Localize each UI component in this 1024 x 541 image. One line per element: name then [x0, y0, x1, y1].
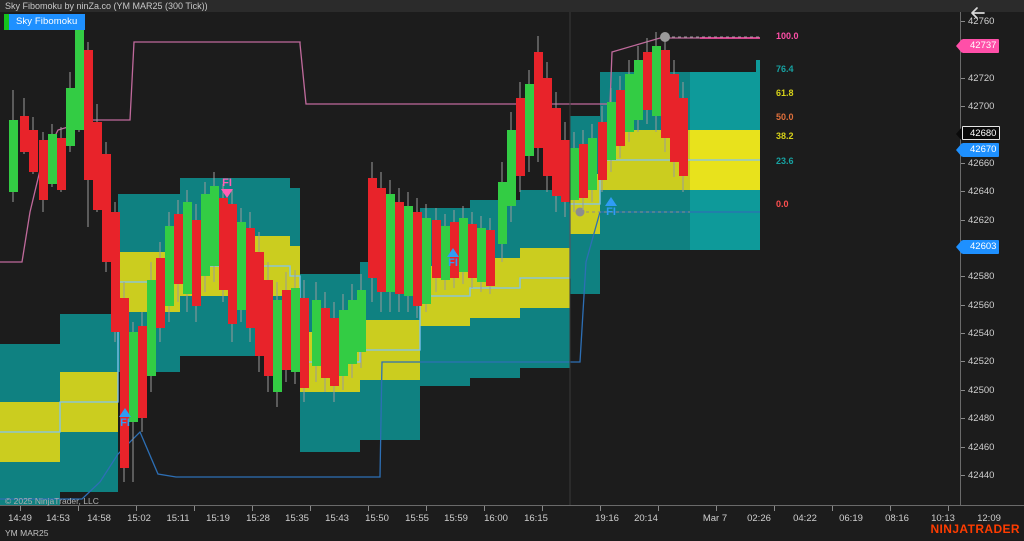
price-tick: 42660	[961, 158, 994, 169]
triangle-up-icon	[119, 408, 131, 417]
indicator-chip-sky-fibomoku[interactable]: Sky Fibomoku	[4, 14, 86, 30]
time-tick-label: 15:55	[405, 513, 429, 524]
fib-line-100-upper	[0, 37, 760, 263]
fib-line-0-lower	[0, 211, 760, 500]
time-axis[interactable]: 14:49 14:53 14:58 15:02 15:11 15:19 15:2…	[0, 505, 1024, 541]
time-tick-label: 14:53	[46, 513, 70, 524]
time-tick-mark	[194, 506, 195, 511]
time-tick-label: 14:58	[87, 513, 111, 524]
time-tick-label: 08:16	[885, 513, 909, 524]
time-tick-mark	[310, 506, 311, 511]
time-tick-mark	[600, 506, 601, 511]
time-tick-mark	[832, 506, 833, 511]
time-tick-mark	[890, 506, 891, 511]
time-tick-mark	[948, 506, 949, 511]
time-tick-mark	[78, 506, 79, 511]
time-tick-label: 15:11	[166, 513, 190, 524]
back-arrow-icon[interactable]	[968, 4, 990, 22]
signal-label: FI	[448, 257, 458, 269]
pivot-swing-low-marker	[575, 207, 585, 217]
signal-marker-long-2: FI	[447, 248, 459, 269]
fib-label-100: 100.0	[776, 31, 799, 41]
time-tick-label: 12:09	[977, 513, 1001, 524]
signal-marker-long-3: FI	[605, 197, 617, 218]
time-tick-label: 14:49	[8, 513, 32, 524]
time-tick-mark	[252, 506, 253, 511]
price-axis[interactable]: 42760 42740 42720 42700 42680 42660 4264…	[955, 12, 1024, 505]
price-tick: 42460	[961, 442, 994, 453]
price-tick: 42440	[961, 470, 994, 481]
time-tick-label: 16:00	[484, 513, 508, 524]
price-tag-swing-low: 42603	[955, 240, 1000, 254]
indicator-accent-bar	[4, 14, 9, 30]
time-tick-label: 15:59	[444, 513, 468, 524]
time-tick-mark	[484, 506, 485, 511]
price-tick: 42560	[961, 300, 994, 311]
time-tick-label: 06:19	[839, 513, 863, 524]
time-tick-label: 04:22	[793, 513, 817, 524]
time-tick-label: 10:13	[931, 513, 955, 524]
price-tick: 42500	[961, 385, 994, 396]
price-tick: 42640	[961, 186, 994, 197]
price-tag-bid: 42670	[955, 143, 1000, 157]
signal-marker-long-1: FI	[119, 408, 131, 429]
fib-label-0-0: 0.0	[776, 199, 789, 209]
time-tick-label: 15:50	[365, 513, 389, 524]
time-tick-label: 02:26	[747, 513, 771, 524]
time-tick-mark	[542, 506, 543, 511]
time-tick-mark	[368, 506, 369, 511]
candlestick-series	[9, 20, 688, 482]
time-tick-mark	[716, 506, 717, 511]
time-tick-label: 15:02	[127, 513, 151, 524]
time-tick-label: 15:28	[246, 513, 270, 524]
window-titlebar: Sky Fibomoku by ninZa.co (YM MAR25 (300 …	[0, 0, 1024, 12]
time-tick-mark	[774, 506, 775, 511]
time-tick-label: 15:19	[206, 513, 230, 524]
time-tick-mark	[658, 506, 659, 511]
price-tick: 42720	[961, 73, 994, 84]
window-title: Sky Fibomoku by ninZa.co (YM MAR25 (300 …	[5, 1, 208, 11]
time-tick-mark	[136, 506, 137, 511]
triangle-up-icon	[447, 248, 459, 257]
chart-canvas	[0, 12, 760, 505]
fib-label-50-0: 50.0	[776, 112, 794, 122]
price-tick: 42480	[961, 413, 994, 424]
price-tick: 42580	[961, 271, 994, 282]
fib-label-38-2: 38.2	[776, 131, 794, 141]
fib-cloud-yellow	[0, 130, 690, 462]
signal-label: FI	[606, 206, 616, 218]
price-tick: 42700	[961, 101, 994, 112]
time-tick-label: 15:43	[325, 513, 349, 524]
chart-plot-area[interactable]: 100.0 76.4 61.8 50.0 38.2 23.6 0.0 FI FI…	[0, 12, 960, 505]
time-tick-label: 16:15	[524, 513, 548, 524]
time-tick-label: 15:35	[285, 513, 309, 524]
fib-label-61-8: 61.8	[776, 88, 794, 98]
fib-projection-teal-lower	[690, 190, 760, 250]
instrument-label: YM MAR25	[5, 528, 49, 538]
price-tick: 42540	[961, 328, 994, 339]
price-tag-swing-high: 42737	[955, 39, 1000, 53]
time-tick-mark	[20, 506, 21, 511]
price-tick: 42760	[961, 16, 994, 27]
ninjatrader-logo: NINJATRADER	[930, 522, 1020, 536]
signal-label: FI	[120, 417, 130, 429]
copyright-text: © 2025 NinjaTrader, LLC	[5, 496, 99, 506]
time-tick-label: 20:14	[634, 513, 658, 524]
signal-label: FI	[222, 177, 232, 189]
indicator-chip-label: Sky Fibomoku	[9, 14, 86, 30]
fib-label-23-6: 23.6	[776, 156, 794, 166]
price-tag-last: 42680	[955, 126, 1001, 141]
signal-marker-short-1: FI	[221, 177, 233, 198]
time-tick-mark	[426, 506, 427, 511]
triangle-down-icon	[221, 189, 233, 198]
triangle-up-icon	[605, 197, 617, 206]
fib-label-76-4: 76.4	[776, 64, 794, 74]
price-tick: 42520	[961, 356, 994, 367]
time-tick-label: 19:16	[595, 513, 619, 524]
time-tick-label: Mar 7	[702, 513, 728, 524]
fib-projection-teal-upper	[690, 60, 760, 130]
price-tick: 42620	[961, 215, 994, 226]
